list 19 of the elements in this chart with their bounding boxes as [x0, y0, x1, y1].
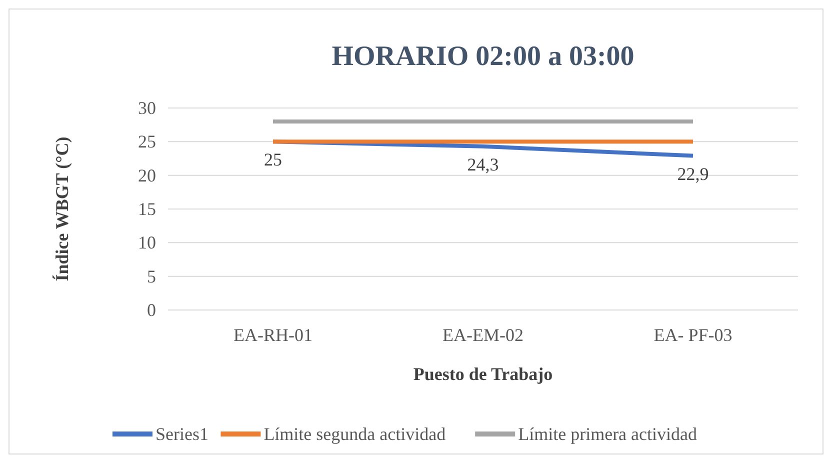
chart-title: HORARIO 02:00 a 03:00: [332, 41, 634, 72]
y-tick-label: 10: [138, 232, 156, 253]
y-tick-label: 25: [138, 132, 156, 152]
x-tick-label: EA- PF-03: [654, 325, 732, 345]
x-tick-label: EA-EM-02: [442, 325, 524, 345]
y-tick-label: 15: [138, 199, 156, 219]
data-label: 24,3: [467, 154, 499, 174]
x-tick-label: EA-RH-01: [234, 325, 312, 345]
legend-label: Series1: [156, 424, 208, 444]
y-tick-label: 20: [138, 165, 156, 186]
y-tick-label: 30: [138, 98, 156, 118]
y-axis-title: Índice WBGT (°C): [52, 136, 72, 282]
y-tick-label: 0: [147, 300, 156, 320]
y-tick-label: 5: [147, 266, 156, 286]
data-label: 25: [264, 150, 282, 170]
legend-label: Límite primera actividad: [518, 424, 698, 444]
x-axis-title: Puesto de Trabajo: [413, 364, 553, 384]
legend-label: Límite segunda actividad: [264, 424, 446, 444]
data-label: 22,9: [677, 164, 709, 184]
